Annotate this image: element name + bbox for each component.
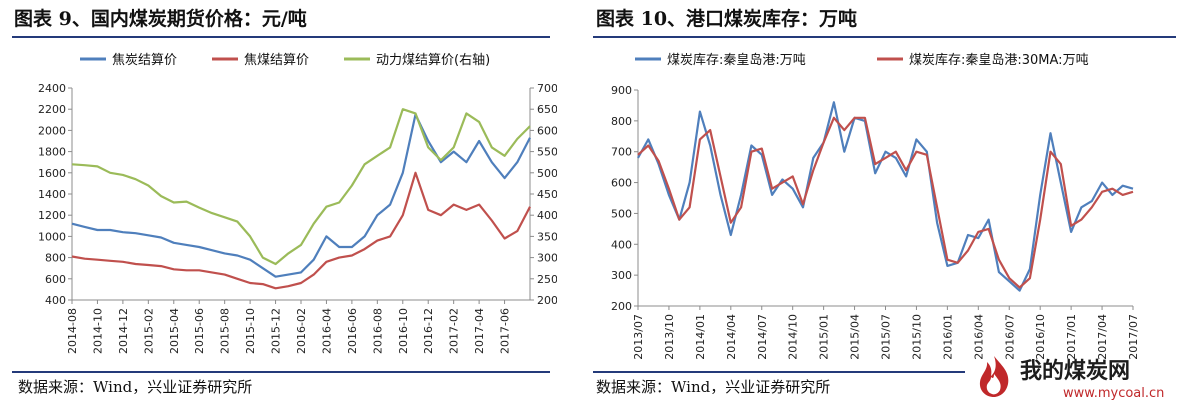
x-tick-label: 2015-04 bbox=[168, 308, 181, 354]
x-tick-label: 2015/10 bbox=[910, 314, 923, 360]
x-tick-label: 2016/01 bbox=[941, 314, 954, 360]
y-tick-label: 500 bbox=[611, 207, 632, 220]
x-tick-label: 2014/01 bbox=[694, 314, 707, 360]
left-title-rule bbox=[12, 36, 550, 38]
logo-url: www.mycoal.cn bbox=[1063, 386, 1165, 401]
right-title-rule bbox=[593, 36, 1176, 38]
y-tick-label: 800 bbox=[611, 115, 632, 128]
x-tick-label: 2016-10 bbox=[397, 308, 410, 354]
x-tick-label: 2015/04 bbox=[849, 314, 862, 360]
legend-label: 煤炭库存:秦皇岛港:万吨 bbox=[667, 52, 806, 68]
series-line-1 bbox=[71, 113, 531, 278]
logo-name: 我的煤炭网 bbox=[1020, 359, 1131, 384]
x-tick-label: 2015/01 bbox=[818, 314, 831, 360]
y-right-tick-label: 700 bbox=[537, 82, 557, 95]
x-tick-label: 2017/07 bbox=[1127, 314, 1140, 360]
y-right-tick-label: 400 bbox=[537, 209, 557, 222]
x-tick-label: 2017-02 bbox=[448, 308, 461, 354]
y-left-tick-label: 2200 bbox=[38, 103, 66, 116]
x-tick-label: 2016-12 bbox=[422, 308, 435, 354]
y-left-tick-label: 1200 bbox=[38, 209, 66, 222]
legend-label: 焦煤结算价 bbox=[244, 53, 309, 68]
x-tick-label: 2017/04 bbox=[1096, 314, 1109, 360]
legend-label: 动力煤结算价(右轴) bbox=[376, 53, 490, 68]
y-left-tick-label: 1800 bbox=[38, 146, 66, 159]
x-tick-label: 2015-06 bbox=[193, 308, 206, 354]
y-left-tick-label: 800 bbox=[45, 252, 66, 265]
y-left-tick-label: 400 bbox=[45, 294, 66, 307]
x-tick-label: 2014-08 bbox=[66, 308, 79, 354]
x-tick-label: 2013/10 bbox=[663, 314, 676, 360]
y-right-tick-label: 200 bbox=[537, 294, 557, 307]
left-chart: 400 600 800 1000 1200 1400 1600 1800 2000 2200 240… bbox=[38, 53, 557, 354]
y-right-tick-label: 350 bbox=[537, 230, 557, 243]
y-right-tick-label: 500 bbox=[537, 167, 557, 180]
left-chart-title: 图表 9、国内煤炭期货价格：元/吨 bbox=[14, 8, 307, 30]
x-tick-label: 2016-08 bbox=[371, 308, 384, 354]
y-tick-label: 700 bbox=[611, 146, 632, 159]
x-tick-label: 2014/10 bbox=[787, 314, 800, 360]
right-chart: 200 300 400 500 600 700 800 900 2013/07 2013/10 20… bbox=[611, 52, 1140, 360]
x-tick-label: 2014/07 bbox=[756, 314, 769, 360]
series-line-1 bbox=[637, 101, 1134, 292]
right-chart-title: 图表 10、港口煤炭库存：万吨 bbox=[596, 8, 858, 30]
x-tick-label: 2016/07 bbox=[1003, 314, 1016, 360]
y-tick-label: 900 bbox=[611, 84, 632, 97]
y-right-tick-label: 550 bbox=[537, 146, 557, 159]
x-tick-label: 2013/07 bbox=[632, 314, 645, 360]
y-tick-label: 600 bbox=[611, 177, 632, 190]
left-source-rule bbox=[12, 371, 550, 373]
x-tick-label: 2015-02 bbox=[142, 308, 155, 354]
series-line-3 bbox=[71, 108, 531, 266]
y-right-tick-label: 300 bbox=[537, 252, 557, 265]
x-tick-label: 2017-06 bbox=[499, 308, 512, 354]
y-left-tick-label: 2000 bbox=[38, 124, 66, 137]
x-tick-label: 2015-12 bbox=[270, 308, 283, 354]
legend-label: 焦炭结算价 bbox=[112, 53, 177, 68]
right-source-rule bbox=[593, 371, 965, 373]
y-tick-label: 400 bbox=[611, 238, 632, 251]
x-tick-label: 2014-12 bbox=[117, 308, 130, 354]
y-tick-label: 200 bbox=[611, 300, 632, 313]
y-left-tick-label: 1400 bbox=[38, 188, 66, 201]
x-tick-label: 2015/07 bbox=[880, 314, 893, 360]
left-source-note: 数据来源：Wind，兴业证券研究所 bbox=[18, 378, 253, 396]
series-line-2 bbox=[637, 116, 1134, 289]
x-tick-label: 2017/01 bbox=[1065, 314, 1078, 360]
y-right-tick-label: 650 bbox=[537, 103, 557, 116]
x-tick-label: 2016-02 bbox=[295, 308, 308, 354]
x-tick-label: 2016-06 bbox=[346, 308, 359, 354]
x-tick-label: 2016/04 bbox=[972, 314, 985, 360]
x-tick-label: 2016-04 bbox=[320, 308, 333, 354]
x-tick-label: 2014/04 bbox=[725, 314, 738, 360]
flame-icon bbox=[979, 356, 1009, 397]
y-right-tick-label: 600 bbox=[537, 124, 557, 137]
x-tick-label: 2016/10 bbox=[1034, 314, 1047, 360]
y-right-tick-label: 450 bbox=[537, 188, 557, 201]
y-tick-label: 300 bbox=[611, 269, 632, 282]
site-logo: 我的煤炭网 www.mycoal.cn bbox=[968, 350, 1178, 412]
y-left-tick-label: 2400 bbox=[38, 82, 66, 95]
right-source-note: 数据来源：Wind，兴业证券研究所 bbox=[596, 378, 831, 396]
y-left-tick-label: 1000 bbox=[38, 230, 66, 243]
y-right-tick-label: 250 bbox=[537, 273, 557, 286]
x-tick-label: 2015-10 bbox=[244, 308, 257, 354]
x-tick-label: 2015-08 bbox=[219, 308, 232, 354]
x-tick-label: 2017-04 bbox=[473, 308, 486, 354]
legend-label: 煤炭库存:秦皇岛港:30MA:万吨 bbox=[909, 52, 1089, 68]
series-line-2 bbox=[71, 171, 531, 290]
x-tick-label: 2014-10 bbox=[91, 308, 104, 354]
y-left-tick-label: 600 bbox=[45, 273, 66, 286]
y-left-tick-label: 1600 bbox=[38, 167, 66, 180]
